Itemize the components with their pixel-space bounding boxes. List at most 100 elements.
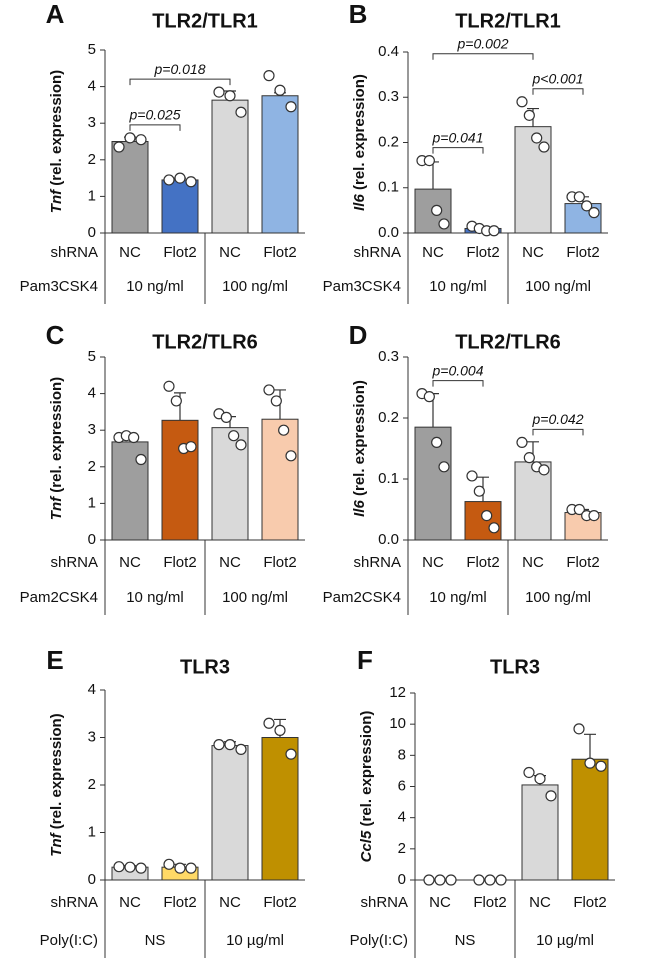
data-point [263,384,275,396]
data-point [431,436,443,448]
chart-title: TLR2/TLR6 [152,331,258,353]
chart-title: TLR2/TLR1 [152,10,258,32]
data-point [531,132,543,144]
y-tick-label: 1 [88,823,96,840]
bar [161,179,199,234]
data-point [423,874,435,886]
x-category-label: NC [529,894,551,911]
bar [571,758,609,881]
y-axis-label: Tnf (rel. expression) [48,70,65,213]
x-category-label: NC [119,244,141,261]
data-point [584,757,596,769]
y-tick-label: 2 [88,151,96,168]
x-category-label: NC [219,894,241,911]
data-point [495,874,507,886]
treatment-label: Pam3CSK4 [323,278,401,295]
row-label: shRNA [353,244,401,261]
x-category-label: Flot2 [163,554,196,571]
data-point [174,862,186,874]
row-label: shRNA [50,244,98,261]
data-point [224,739,236,751]
p-value: p=0.025 [129,107,181,123]
y-axis-gene: Tnf [48,495,65,520]
data-point [545,790,557,802]
p-value: p=0.041 [432,129,484,145]
x-category-label: NC [119,894,141,911]
p-value: p<0.001 [532,70,584,86]
significance-bracket [129,78,231,86]
group-label: 100 ng/ml [525,589,591,606]
treatment-label: Pam3CSK4 [20,278,98,295]
data-point [538,141,550,153]
data-point [128,431,140,444]
y-tick-label: 2 [398,840,406,857]
data-point [423,391,435,403]
y-axis-gene: Tnf [48,831,65,856]
y-axis-gene: Il6 [351,194,368,211]
bar [211,99,249,234]
chart-title: TLR2/TLR1 [455,10,561,32]
y-axis-unit: (rel. expression) [351,380,368,496]
data-point [135,862,147,874]
y-tick-label: 3 [88,114,96,131]
group-label: 10 ng/ml [429,278,487,295]
x-category-label: NC [429,894,451,911]
data-point [581,200,593,212]
data-point [438,218,450,230]
data-point [185,176,197,188]
y-tick-label: 0.1 [378,470,399,487]
error-bar [584,733,596,760]
data-point [423,155,435,167]
data-point [113,141,125,153]
chart-title: TLR3 [180,656,230,678]
p-value: p=0.042 [532,411,584,427]
data-point [484,874,496,886]
bar [261,418,299,541]
p-value: p=0.004 [432,362,484,378]
bar [211,745,249,881]
bar [111,141,149,234]
y-tick-label: 4 [88,78,96,95]
data-point [235,743,247,755]
group-label: 10 ng/ml [429,589,487,606]
data-point [438,461,450,473]
data-point [488,225,500,237]
data-point [588,509,600,522]
y-tick-label: 0 [88,531,96,548]
y-tick-label: 4 [88,681,96,698]
y-tick-label: 1 [88,494,96,511]
x-category-label: Flot2 [566,244,599,261]
x-category-label: NC [422,244,444,261]
data-point [135,453,147,466]
group-label: 10 ng/ml [126,278,184,295]
chart-title: TLR2/TLR6 [455,331,561,353]
y-axis-gene: Ccl5 [358,830,375,862]
y-tick-label: 0.2 [378,409,399,426]
y-tick-label: 5 [88,348,96,365]
data-point [534,773,546,785]
data-point [274,84,286,96]
x-category-label: NC [119,554,141,571]
data-point [523,766,535,779]
group-label: 10 ng/ml [126,589,184,606]
y-tick-label: 8 [398,746,406,763]
y-tick-label: 0.2 [378,133,399,150]
treatment-label: Pam2CSK4 [20,589,98,606]
y-tick-label: 0.3 [378,88,399,105]
y-axis-unit: (rel. expression) [351,74,368,190]
y-axis-gene: Tnf [48,188,65,213]
data-point [163,858,175,870]
x-category-label: Flot2 [163,894,196,911]
group-label: 100 ng/ml [222,589,288,606]
y-axis-unit: (rel. expression) [358,711,375,827]
data-point [163,174,175,186]
y-axis-unit: (rel. expression) [48,70,65,186]
data-point [270,395,282,407]
data-point [228,430,240,442]
y-tick-label: 6 [398,777,406,794]
x-category-label: Flot2 [473,894,506,911]
y-axis-label: Il6 (rel. expression) [351,380,368,517]
bar [161,419,199,541]
x-category-label: Flot2 [566,554,599,571]
